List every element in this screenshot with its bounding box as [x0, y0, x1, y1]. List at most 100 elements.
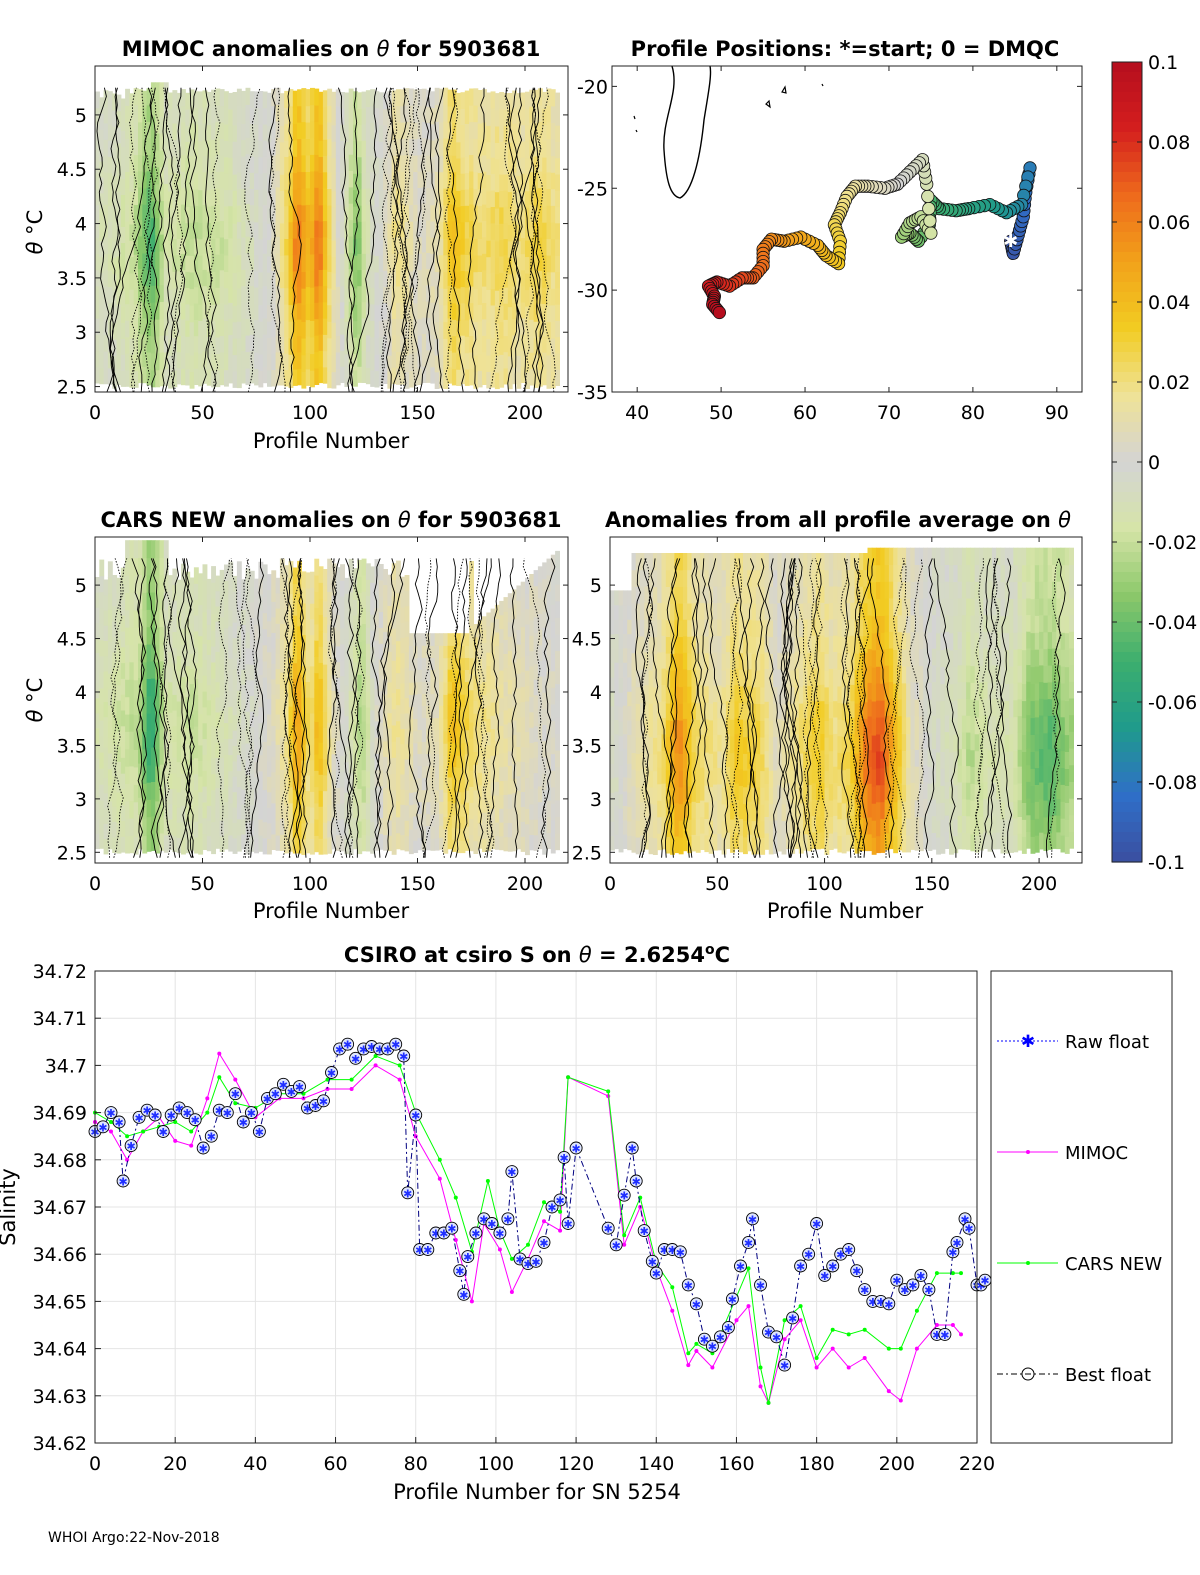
heatmap-cell	[622, 647, 628, 663]
heatmap-cell	[652, 553, 658, 571]
heatmap-cell	[327, 271, 333, 289]
heatmap-cell	[391, 741, 397, 758]
heatmap-cell	[408, 645, 414, 659]
heatmap-cell	[460, 840, 466, 854]
heatmap-cell	[443, 304, 449, 323]
heatmap-cell	[482, 105, 487, 123]
heatmap-cell	[224, 564, 229, 581]
heatmap-cell	[361, 285, 367, 303]
heatmap-cell	[103, 762, 109, 779]
heatmap-cell	[743, 653, 748, 671]
heatmap-cell	[533, 205, 539, 223]
heatmap-cell	[125, 800, 130, 819]
heatmap-cell	[700, 569, 705, 587]
heatmap-cell	[271, 122, 277, 140]
heatmap-cell	[387, 289, 393, 307]
heatmap-cell	[215, 336, 221, 354]
heatmap-cell	[206, 714, 212, 731]
heatmap-cell	[460, 254, 466, 271]
heatmap-cell	[95, 742, 100, 759]
heatmap-cell	[550, 238, 556, 256]
heatmap-cell	[198, 651, 204, 668]
heatmap-cell	[327, 689, 333, 707]
heatmap-cell	[670, 686, 675, 705]
heatmap-cell	[120, 820, 126, 837]
heatmap-cell	[687, 603, 693, 621]
heatmap-cell	[249, 139, 255, 157]
heatmap-cell	[219, 616, 225, 633]
heatmap-cell	[215, 353, 221, 371]
heatmap-cell	[525, 355, 530, 373]
heatmap-cell	[434, 681, 440, 694]
heatmap-cell	[533, 271, 539, 289]
heatmap-cell	[550, 338, 556, 356]
heatmap-cell	[678, 770, 684, 788]
heatmap-cell	[434, 705, 440, 719]
heatmap-cell	[254, 791, 259, 808]
heatmap-cell	[396, 704, 401, 722]
heatmap-cell	[439, 765, 444, 778]
heatmap-cell	[236, 221, 242, 239]
panel-positions: ✱ 40 50 60 70 80 90-20-25-30-35 Profile Posit…	[577, 37, 1083, 424]
heatmap-cell	[537, 319, 543, 337]
heatmap-cell	[456, 109, 462, 126]
heatmap-cell	[533, 337, 539, 355]
heatmap-cell	[288, 657, 294, 675]
heatmap-cell	[413, 352, 419, 369]
heatmap-cell	[542, 189, 548, 207]
heatmap-cell	[262, 693, 268, 710]
heatmap-cell	[361, 769, 367, 787]
heatmap-cell	[391, 318, 397, 336]
heatmap-cell	[614, 633, 620, 649]
heatmap-cell	[219, 154, 225, 172]
heatmap-cell	[245, 252, 251, 270]
heatmap-cell	[652, 636, 658, 655]
heatmap-cell	[469, 754, 474, 771]
heatmap-cell	[155, 302, 161, 320]
heatmap-cell	[292, 630, 298, 648]
heatmap-cell	[374, 656, 380, 673]
heatmap-cell	[224, 205, 229, 223]
heatmap-cell	[254, 715, 259, 732]
heatmap-cell	[314, 236, 320, 254]
heatmap-cell	[107, 253, 113, 271]
y-tick-label: -30	[577, 280, 608, 302]
heatmap-cell	[202, 627, 208, 645]
heatmap-cell	[202, 596, 208, 613]
heatmap-cell	[717, 750, 723, 768]
heatmap-cell	[284, 140, 290, 157]
heatmap-cell	[357, 334, 363, 351]
heatmap-cell	[477, 658, 483, 672]
heatmap-cell	[254, 303, 259, 321]
heatmap-cell	[657, 701, 663, 719]
heatmap-cell	[400, 773, 406, 790]
heatmap-cell	[387, 190, 393, 208]
heatmap-cell	[310, 137, 315, 155]
heatmap-cell	[284, 189, 290, 207]
heatmap-cell	[224, 353, 229, 371]
anomaly-contour	[467, 558, 495, 858]
heatmap-cell	[176, 351, 182, 369]
heatmap-cell	[202, 236, 208, 254]
heatmap-cell	[297, 351, 302, 369]
heatmap-cell	[314, 786, 320, 804]
heatmap-cell	[717, 783, 723, 801]
heatmap-cell	[215, 287, 221, 305]
heatmap-cell	[550, 188, 556, 206]
y-tick-label: 4.5	[57, 629, 87, 651]
heatmap-cell	[159, 557, 165, 576]
heatmap-cell	[618, 619, 624, 635]
heatmap-cell	[408, 304, 414, 322]
heatmap-cell	[691, 801, 697, 819]
heatmap-cell	[635, 736, 641, 755]
heatmap-cell	[661, 585, 667, 603]
heatmap-cell	[503, 141, 509, 159]
heatmap-cell	[193, 205, 199, 223]
colorbar-step	[1112, 122, 1142, 133]
heatmap-cell	[305, 588, 311, 605]
heatmap-cell	[614, 719, 620, 735]
heatmap-cell	[314, 607, 320, 625]
heatmap-cell	[665, 569, 671, 587]
heatmap-cell	[687, 719, 693, 737]
heatmap-cell	[241, 269, 247, 287]
